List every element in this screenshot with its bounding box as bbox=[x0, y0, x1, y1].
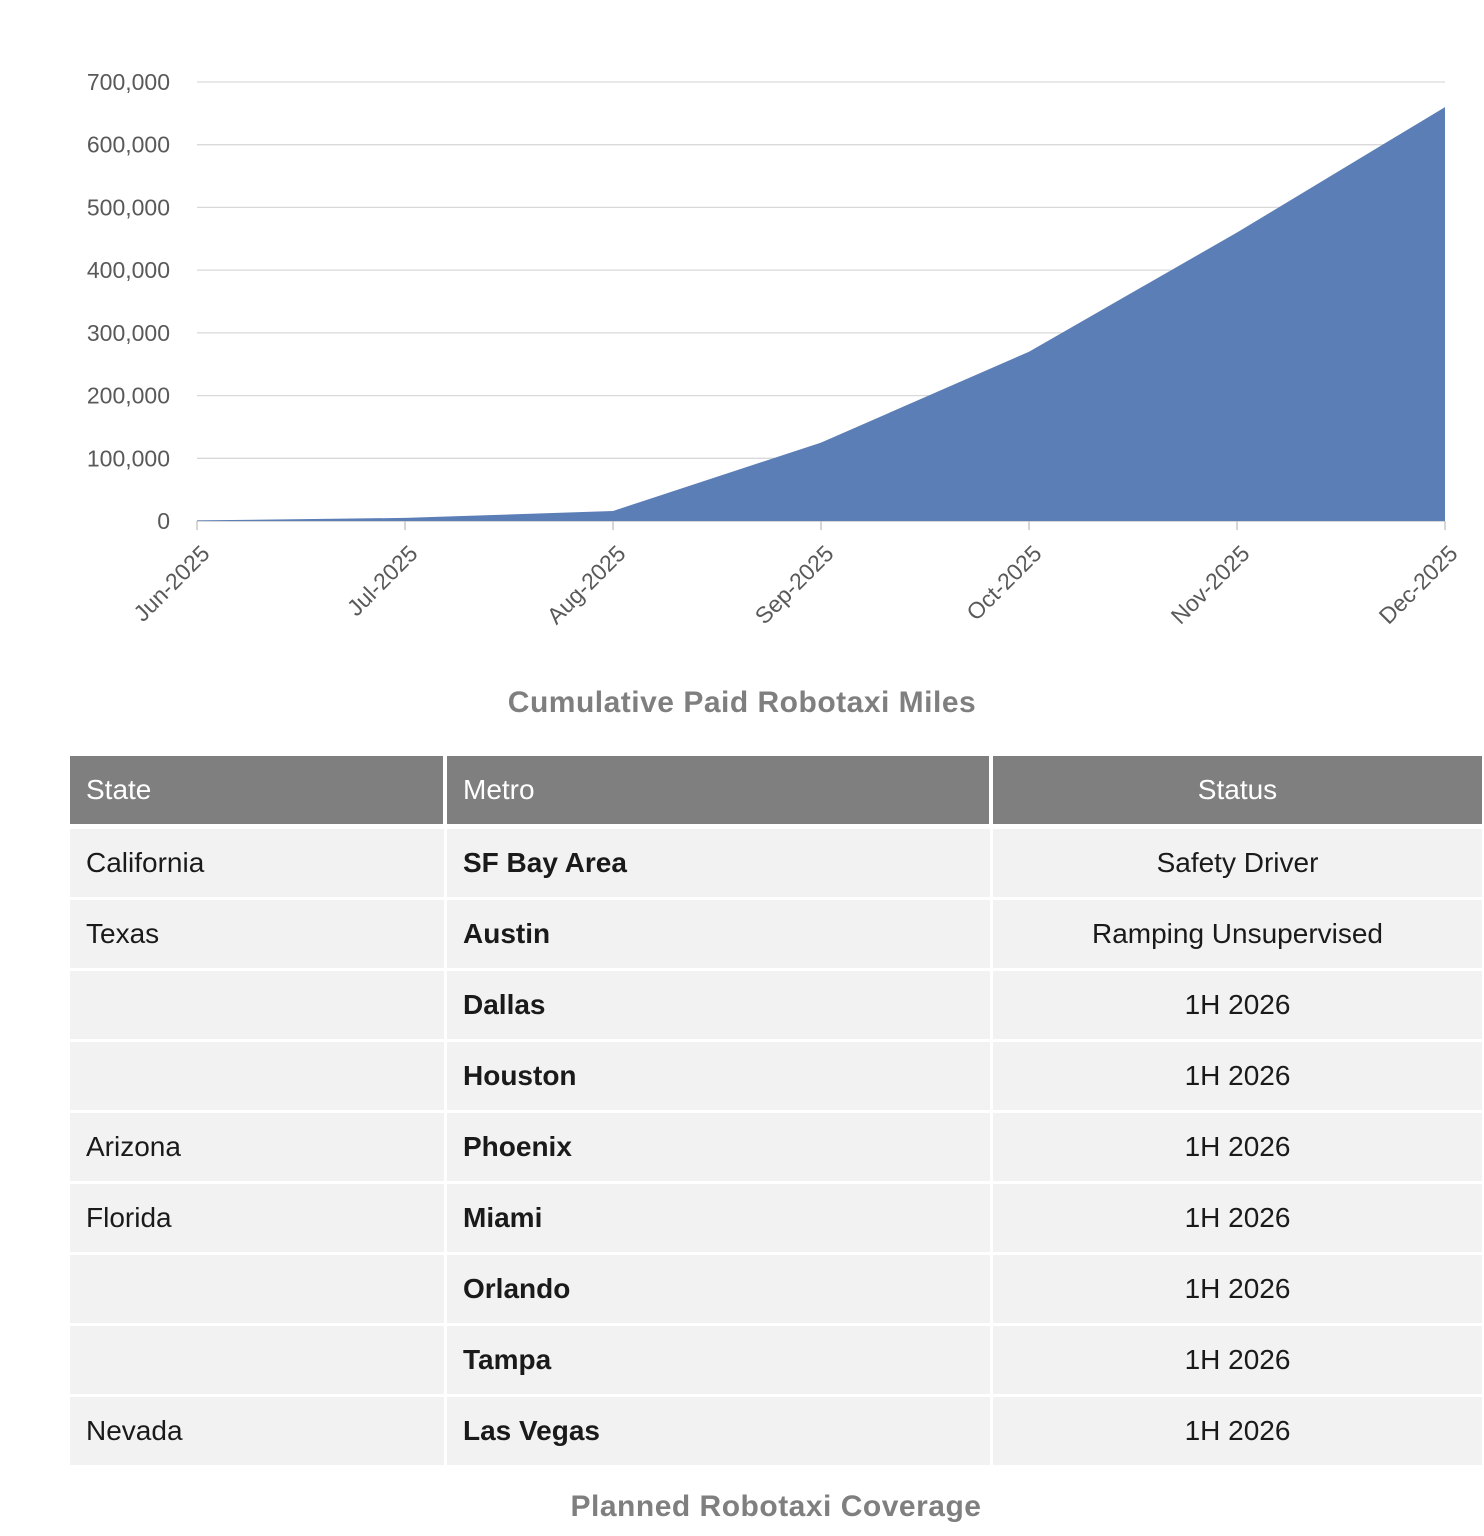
column-header-status: Status bbox=[993, 756, 1482, 829]
x-axis-tick-label: Nov-2025 bbox=[1166, 540, 1255, 629]
coverage-table: State Metro Status California SF Bay Area… bbox=[70, 756, 1482, 1468]
table-row: Orlando 1H 2026 bbox=[70, 1255, 1482, 1326]
state-cell: California bbox=[70, 829, 447, 900]
status-cell: 1H 2026 bbox=[993, 971, 1482, 1042]
x-axis-tick-label: Aug-2025 bbox=[542, 540, 631, 629]
metro-cell: SF Bay Area bbox=[447, 829, 993, 900]
metro-cell: Las Vegas bbox=[447, 1397, 993, 1468]
metro-cell: Dallas bbox=[447, 971, 993, 1042]
state-cell bbox=[70, 1326, 447, 1397]
x-axis-tick-label: Oct-2025 bbox=[961, 540, 1046, 625]
x-axis-tick-label: Sep-2025 bbox=[750, 540, 839, 629]
y-axis-tick-label: 100,000 bbox=[87, 445, 170, 471]
table-row: Arizona Phoenix 1H 2026 bbox=[70, 1113, 1482, 1184]
metro-cell: Houston bbox=[447, 1042, 993, 1113]
x-axis-tick-label: Dec-2025 bbox=[1374, 540, 1463, 629]
table-caption: Planned Robotaxi Coverage bbox=[570, 1490, 982, 1523]
y-axis-tick-label: 300,000 bbox=[87, 320, 170, 346]
metro-cell: Orlando bbox=[447, 1255, 993, 1326]
chart-title: Cumulative Paid Robotaxi Miles bbox=[507, 686, 977, 719]
y-axis-tick-label: 500,000 bbox=[87, 194, 170, 220]
y-axis-tick-label: 400,000 bbox=[87, 257, 170, 283]
cumulative-miles-chart: 0 100,000 200,000 300,000 400,000 500,000 600,… bbox=[0, 0, 1484, 680]
column-header-metro: Metro bbox=[447, 756, 993, 829]
status-cell: Ramping Unsupervised bbox=[993, 900, 1482, 971]
table-row: Nevada Las Vegas 1H 2026 bbox=[70, 1397, 1482, 1468]
state-cell: Texas bbox=[70, 900, 447, 971]
status-cell: 1H 2026 bbox=[993, 1397, 1482, 1468]
y-axis-tick-label: 0 bbox=[157, 508, 170, 534]
state-cell bbox=[70, 1255, 447, 1326]
table-row: California SF Bay Area Safety Driver bbox=[70, 829, 1482, 900]
x-axis-tick-label: Jul-2025 bbox=[342, 540, 423, 621]
table-row: Dallas 1H 2026 bbox=[70, 971, 1482, 1042]
table-row: Texas Austin Ramping Unsupervised bbox=[70, 900, 1482, 971]
y-axis-tick-label: 200,000 bbox=[87, 383, 170, 409]
metro-cell: Tampa bbox=[447, 1326, 993, 1397]
status-cell: 1H 2026 bbox=[993, 1113, 1482, 1184]
state-cell bbox=[70, 971, 447, 1042]
table-row: Tampa 1H 2026 bbox=[70, 1326, 1482, 1397]
table-row: Florida Miami 1H 2026 bbox=[70, 1184, 1482, 1255]
status-cell: Safety Driver bbox=[993, 829, 1482, 900]
area-chart-canvas: 0 100,000 200,000 300,000 400,000 500,000 600,… bbox=[87, 69, 1463, 629]
coverage-table-body: California SF Bay Area Safety Driver Texas A… bbox=[70, 829, 1482, 1468]
table-header-row: State Metro Status bbox=[70, 756, 1482, 829]
metro-cell: Phoenix bbox=[447, 1113, 993, 1184]
state-cell bbox=[70, 1042, 447, 1113]
status-cell: 1H 2026 bbox=[993, 1184, 1482, 1255]
state-cell: Arizona bbox=[70, 1113, 447, 1184]
metro-cell: Miami bbox=[447, 1184, 993, 1255]
state-cell: Florida bbox=[70, 1184, 447, 1255]
status-cell: 1H 2026 bbox=[993, 1042, 1482, 1113]
y-axis-tick-label: 600,000 bbox=[87, 132, 170, 158]
table-row: Houston 1H 2026 bbox=[70, 1042, 1482, 1113]
column-header-state: State bbox=[70, 756, 447, 829]
metro-cell: Austin bbox=[447, 900, 993, 971]
area-series-cumulative-miles bbox=[197, 107, 1445, 521]
status-cell: 1H 2026 bbox=[993, 1326, 1482, 1397]
state-cell: Nevada bbox=[70, 1397, 447, 1468]
x-axis-tick-label: Jun-2025 bbox=[128, 540, 214, 626]
y-axis-tick-label: 700,000 bbox=[87, 69, 170, 95]
status-cell: 1H 2026 bbox=[993, 1255, 1482, 1326]
